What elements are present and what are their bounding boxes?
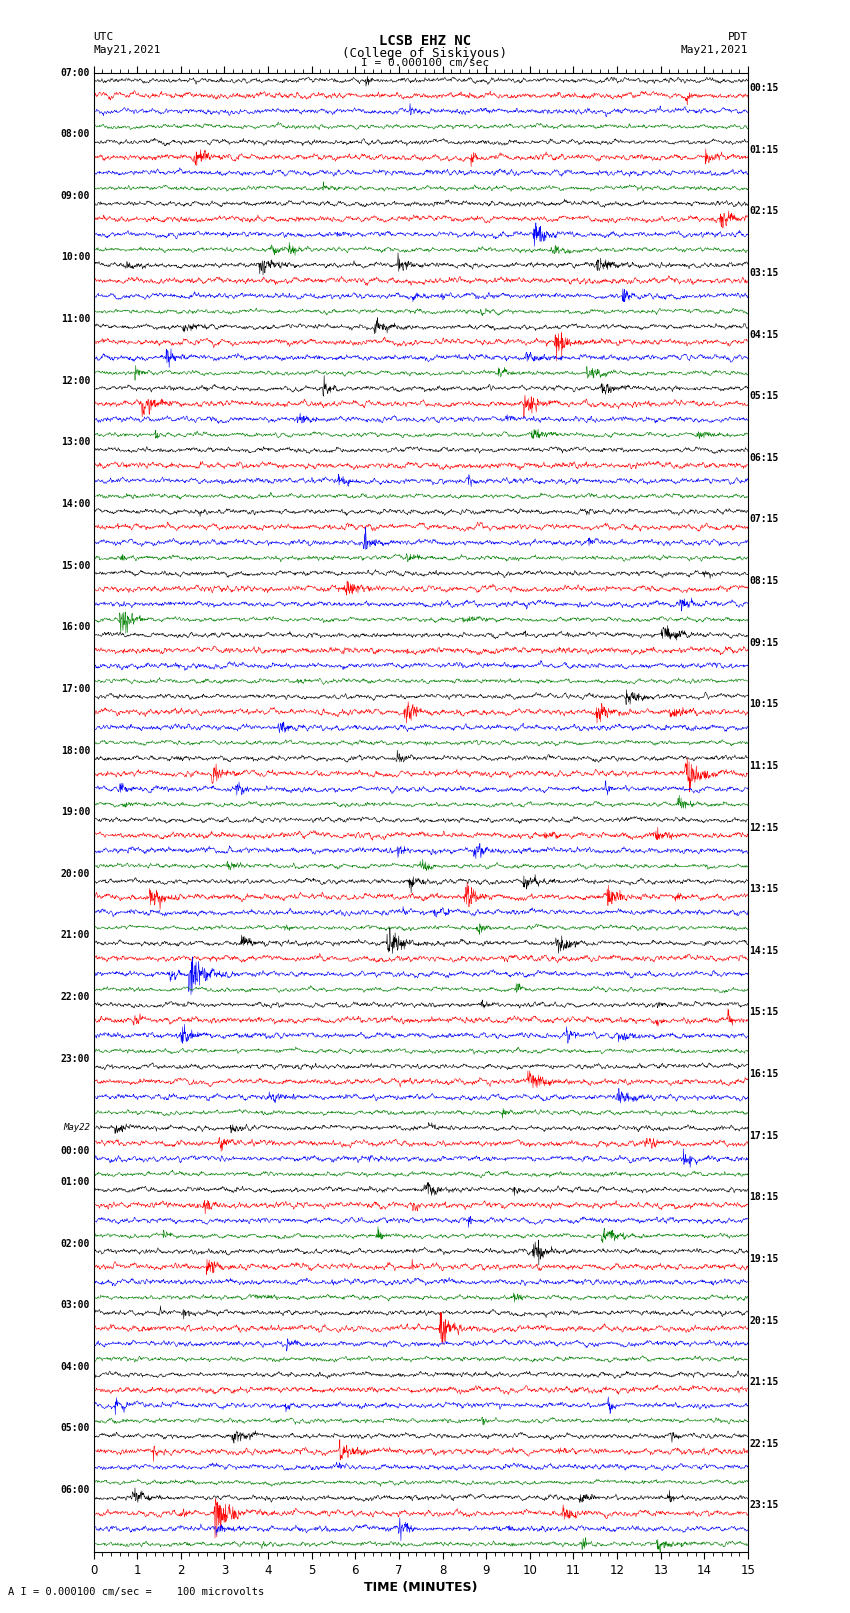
Text: 12:00: 12:00 xyxy=(61,376,90,386)
Text: A I = 0.000100 cm/sec =    100 microvolts: A I = 0.000100 cm/sec = 100 microvolts xyxy=(8,1587,264,1597)
Text: 08:00: 08:00 xyxy=(61,129,90,139)
Text: May21,2021: May21,2021 xyxy=(94,45,161,55)
Text: 22:15: 22:15 xyxy=(750,1439,779,1448)
Text: 12:15: 12:15 xyxy=(750,823,779,832)
Text: 19:15: 19:15 xyxy=(750,1253,779,1265)
Text: 09:15: 09:15 xyxy=(750,637,779,648)
Text: 13:15: 13:15 xyxy=(750,884,779,894)
X-axis label: TIME (MINUTES): TIME (MINUTES) xyxy=(364,1581,478,1594)
Text: 22:00: 22:00 xyxy=(61,992,90,1002)
Text: 10:15: 10:15 xyxy=(750,700,779,710)
Text: 15:15: 15:15 xyxy=(750,1008,779,1018)
Text: 04:15: 04:15 xyxy=(750,329,779,339)
Text: 11:00: 11:00 xyxy=(61,315,90,324)
Text: I = 0.000100 cm/sec: I = 0.000100 cm/sec xyxy=(361,58,489,68)
Text: 06:00: 06:00 xyxy=(61,1486,90,1495)
Text: 01:15: 01:15 xyxy=(750,145,779,155)
Text: 08:15: 08:15 xyxy=(750,576,779,586)
Text: 18:15: 18:15 xyxy=(750,1192,779,1202)
Text: 05:00: 05:00 xyxy=(61,1423,90,1434)
Text: 16:00: 16:00 xyxy=(61,623,90,632)
Text: (College of Siskiyous): (College of Siskiyous) xyxy=(343,47,507,60)
Text: 02:15: 02:15 xyxy=(750,206,779,216)
Text: 21:00: 21:00 xyxy=(61,931,90,940)
Text: 02:00: 02:00 xyxy=(61,1239,90,1248)
Text: 04:00: 04:00 xyxy=(61,1361,90,1371)
Text: May21,2021: May21,2021 xyxy=(681,45,748,55)
Text: 17:00: 17:00 xyxy=(61,684,90,694)
Text: 00:15: 00:15 xyxy=(750,82,779,94)
Text: 05:15: 05:15 xyxy=(750,390,779,402)
Text: 23:00: 23:00 xyxy=(61,1053,90,1063)
Text: 01:00: 01:00 xyxy=(61,1177,90,1187)
Text: 00:00: 00:00 xyxy=(61,1147,90,1157)
Text: 17:15: 17:15 xyxy=(750,1131,779,1140)
Text: 20:00: 20:00 xyxy=(61,869,90,879)
Text: 16:15: 16:15 xyxy=(750,1069,779,1079)
Text: 15:00: 15:00 xyxy=(61,561,90,571)
Text: 03:00: 03:00 xyxy=(61,1300,90,1310)
Text: 19:00: 19:00 xyxy=(61,806,90,818)
Text: 07:00: 07:00 xyxy=(61,68,90,77)
Text: 14:15: 14:15 xyxy=(750,945,779,957)
Text: 10:00: 10:00 xyxy=(61,253,90,263)
Text: 23:15: 23:15 xyxy=(750,1500,779,1510)
Text: 11:15: 11:15 xyxy=(750,761,779,771)
Text: LCSB EHZ NC: LCSB EHZ NC xyxy=(379,34,471,48)
Text: UTC: UTC xyxy=(94,32,114,42)
Text: 07:15: 07:15 xyxy=(750,515,779,524)
Text: May22: May22 xyxy=(64,1124,90,1132)
Text: 06:15: 06:15 xyxy=(750,453,779,463)
Text: 09:00: 09:00 xyxy=(61,190,90,202)
Text: 13:00: 13:00 xyxy=(61,437,90,447)
Text: 18:00: 18:00 xyxy=(61,745,90,755)
Text: 14:00: 14:00 xyxy=(61,498,90,510)
Text: 03:15: 03:15 xyxy=(750,268,779,277)
Text: 21:15: 21:15 xyxy=(750,1378,779,1387)
Text: PDT: PDT xyxy=(728,32,748,42)
Text: 20:15: 20:15 xyxy=(750,1316,779,1326)
